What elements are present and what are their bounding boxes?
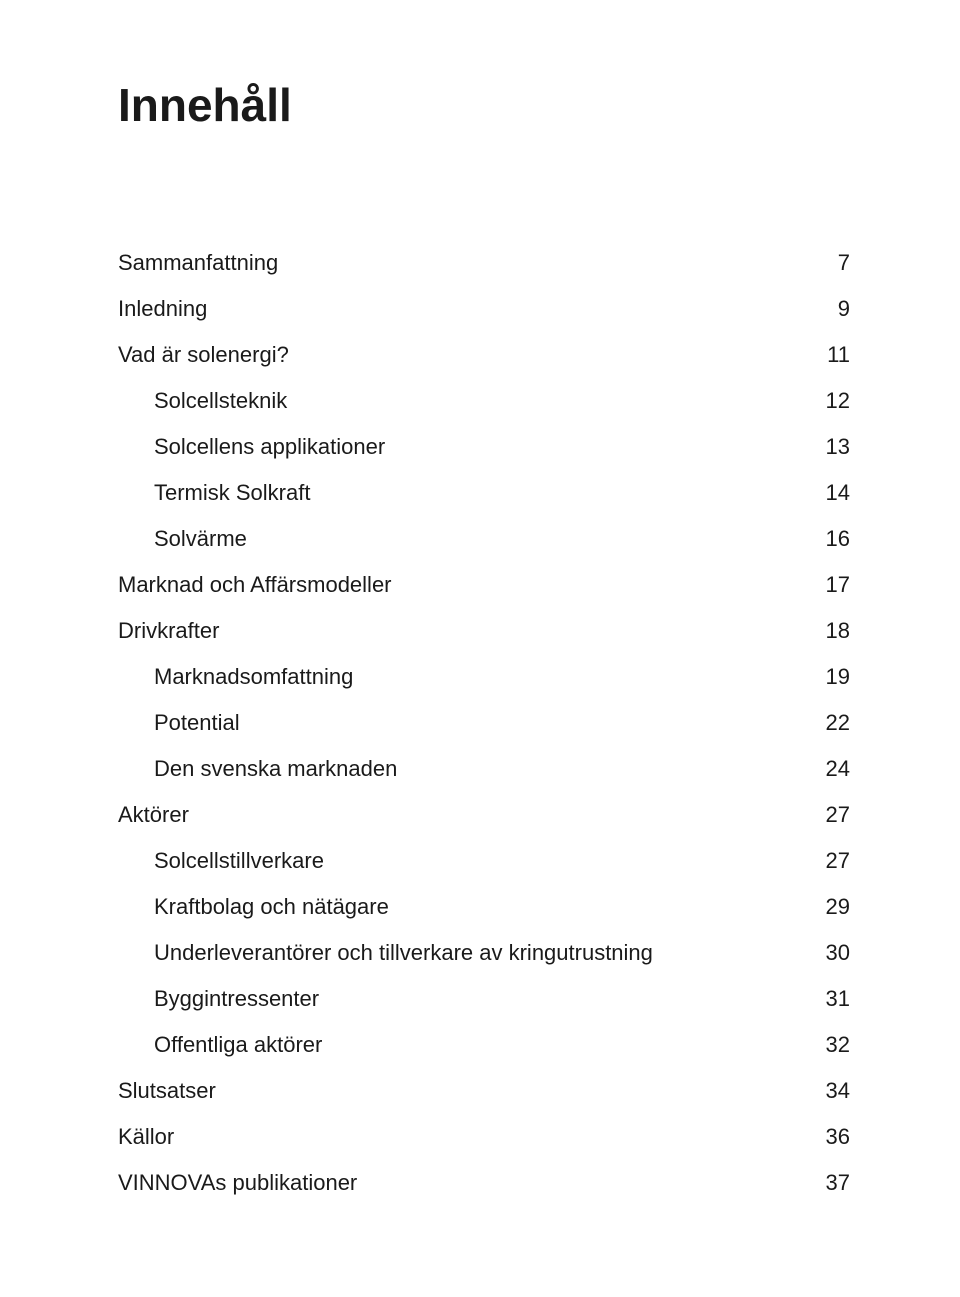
toc-label: Kraftbolag och nätägare (154, 896, 389, 918)
toc-row: Källor 36 (118, 1126, 850, 1148)
toc-label: Källor (118, 1126, 174, 1148)
toc-label: Aktörer (118, 804, 189, 826)
toc-row: Den svenska marknaden 24 (118, 758, 850, 780)
toc-row: Solvärme 16 (118, 528, 850, 550)
toc-row: Offentliga aktörer 32 (118, 1034, 850, 1056)
toc-row: Kraftbolag och nätägare 29 (118, 896, 850, 918)
toc-page-number: 36 (802, 1126, 850, 1148)
toc-row: Underleverantörer och tillverkare av kri… (118, 942, 850, 964)
toc-row: Slutsatser 34 (118, 1080, 850, 1102)
toc-page-number: 32 (802, 1034, 850, 1056)
toc-page-number: 17 (802, 574, 850, 596)
toc-label: Den svenska marknaden (154, 758, 397, 780)
toc-row: Sammanfattning 7 (118, 252, 850, 274)
toc-row: Vad är solenergi? 11 (118, 344, 850, 366)
toc-page-number: 27 (802, 804, 850, 826)
toc-page-number: 11 (802, 344, 850, 366)
toc-page-number: 34 (802, 1080, 850, 1102)
toc-label: Termisk Solkraft (154, 482, 310, 504)
toc-page-number: 9 (802, 298, 850, 320)
toc-label: Marknad och Affärsmodeller (118, 574, 392, 596)
toc-label: VINNOVAs publikationer (118, 1172, 357, 1194)
toc-page-number: 37 (802, 1172, 850, 1194)
toc-label: Slutsatser (118, 1080, 216, 1102)
toc-label: Marknadsomfattning (154, 666, 353, 688)
toc-row: Inledning 9 (118, 298, 850, 320)
toc-page-number: 24 (802, 758, 850, 780)
toc-page-number: 7 (802, 252, 850, 274)
toc-row: Solcellsteknik 12 (118, 390, 850, 412)
toc-label: Solvärme (154, 528, 247, 550)
toc-label: Drivkrafter (118, 620, 219, 642)
toc-label: Underleverantörer och tillverkare av kri… (154, 942, 653, 964)
toc-row: Potential 22 (118, 712, 850, 734)
toc-label: Inledning (118, 298, 207, 320)
toc-label: Sammanfattning (118, 252, 278, 274)
toc-label: Solcellstillverkare (154, 850, 324, 872)
toc-page-number: 29 (802, 896, 850, 918)
toc-page-number: 14 (802, 482, 850, 504)
table-of-contents: Sammanfattning 7 Inledning 9 Vad är solenerg… (118, 252, 850, 1194)
toc-label: Solcellsteknik (154, 390, 287, 412)
toc-page-number: 13 (802, 436, 850, 458)
toc-page-number: 19 (802, 666, 850, 688)
page-title: Innehåll (118, 78, 850, 132)
toc-page-number: 30 (802, 942, 850, 964)
toc-row: Termisk Solkraft 14 (118, 482, 850, 504)
toc-page-number: 12 (802, 390, 850, 412)
toc-label: Solcellens applikationer (154, 436, 385, 458)
toc-row: Marknadsomfattning 19 (118, 666, 850, 688)
toc-row: Byggintressenter 31 (118, 988, 850, 1010)
toc-page-number: 22 (802, 712, 850, 734)
toc-row: Solcellens applikationer 13 (118, 436, 850, 458)
toc-row: Aktörer 27 (118, 804, 850, 826)
toc-label: Vad är solenergi? (118, 344, 289, 366)
toc-label: Offentliga aktörer (154, 1034, 322, 1056)
toc-row: Marknad och Affärsmodeller 17 (118, 574, 850, 596)
toc-label: Potential (154, 712, 240, 734)
toc-row: Solcellstillverkare 27 (118, 850, 850, 872)
toc-row: VINNOVAs publikationer 37 (118, 1172, 850, 1194)
toc-row: Drivkrafter 18 (118, 620, 850, 642)
toc-label: Byggintressenter (154, 988, 319, 1010)
toc-page-number: 16 (802, 528, 850, 550)
document-page: Innehåll Sammanfattning 7 Inledning 9 Vad är… (0, 0, 960, 1297)
toc-page-number: 27 (802, 850, 850, 872)
toc-page-number: 31 (802, 988, 850, 1010)
toc-page-number: 18 (802, 620, 850, 642)
